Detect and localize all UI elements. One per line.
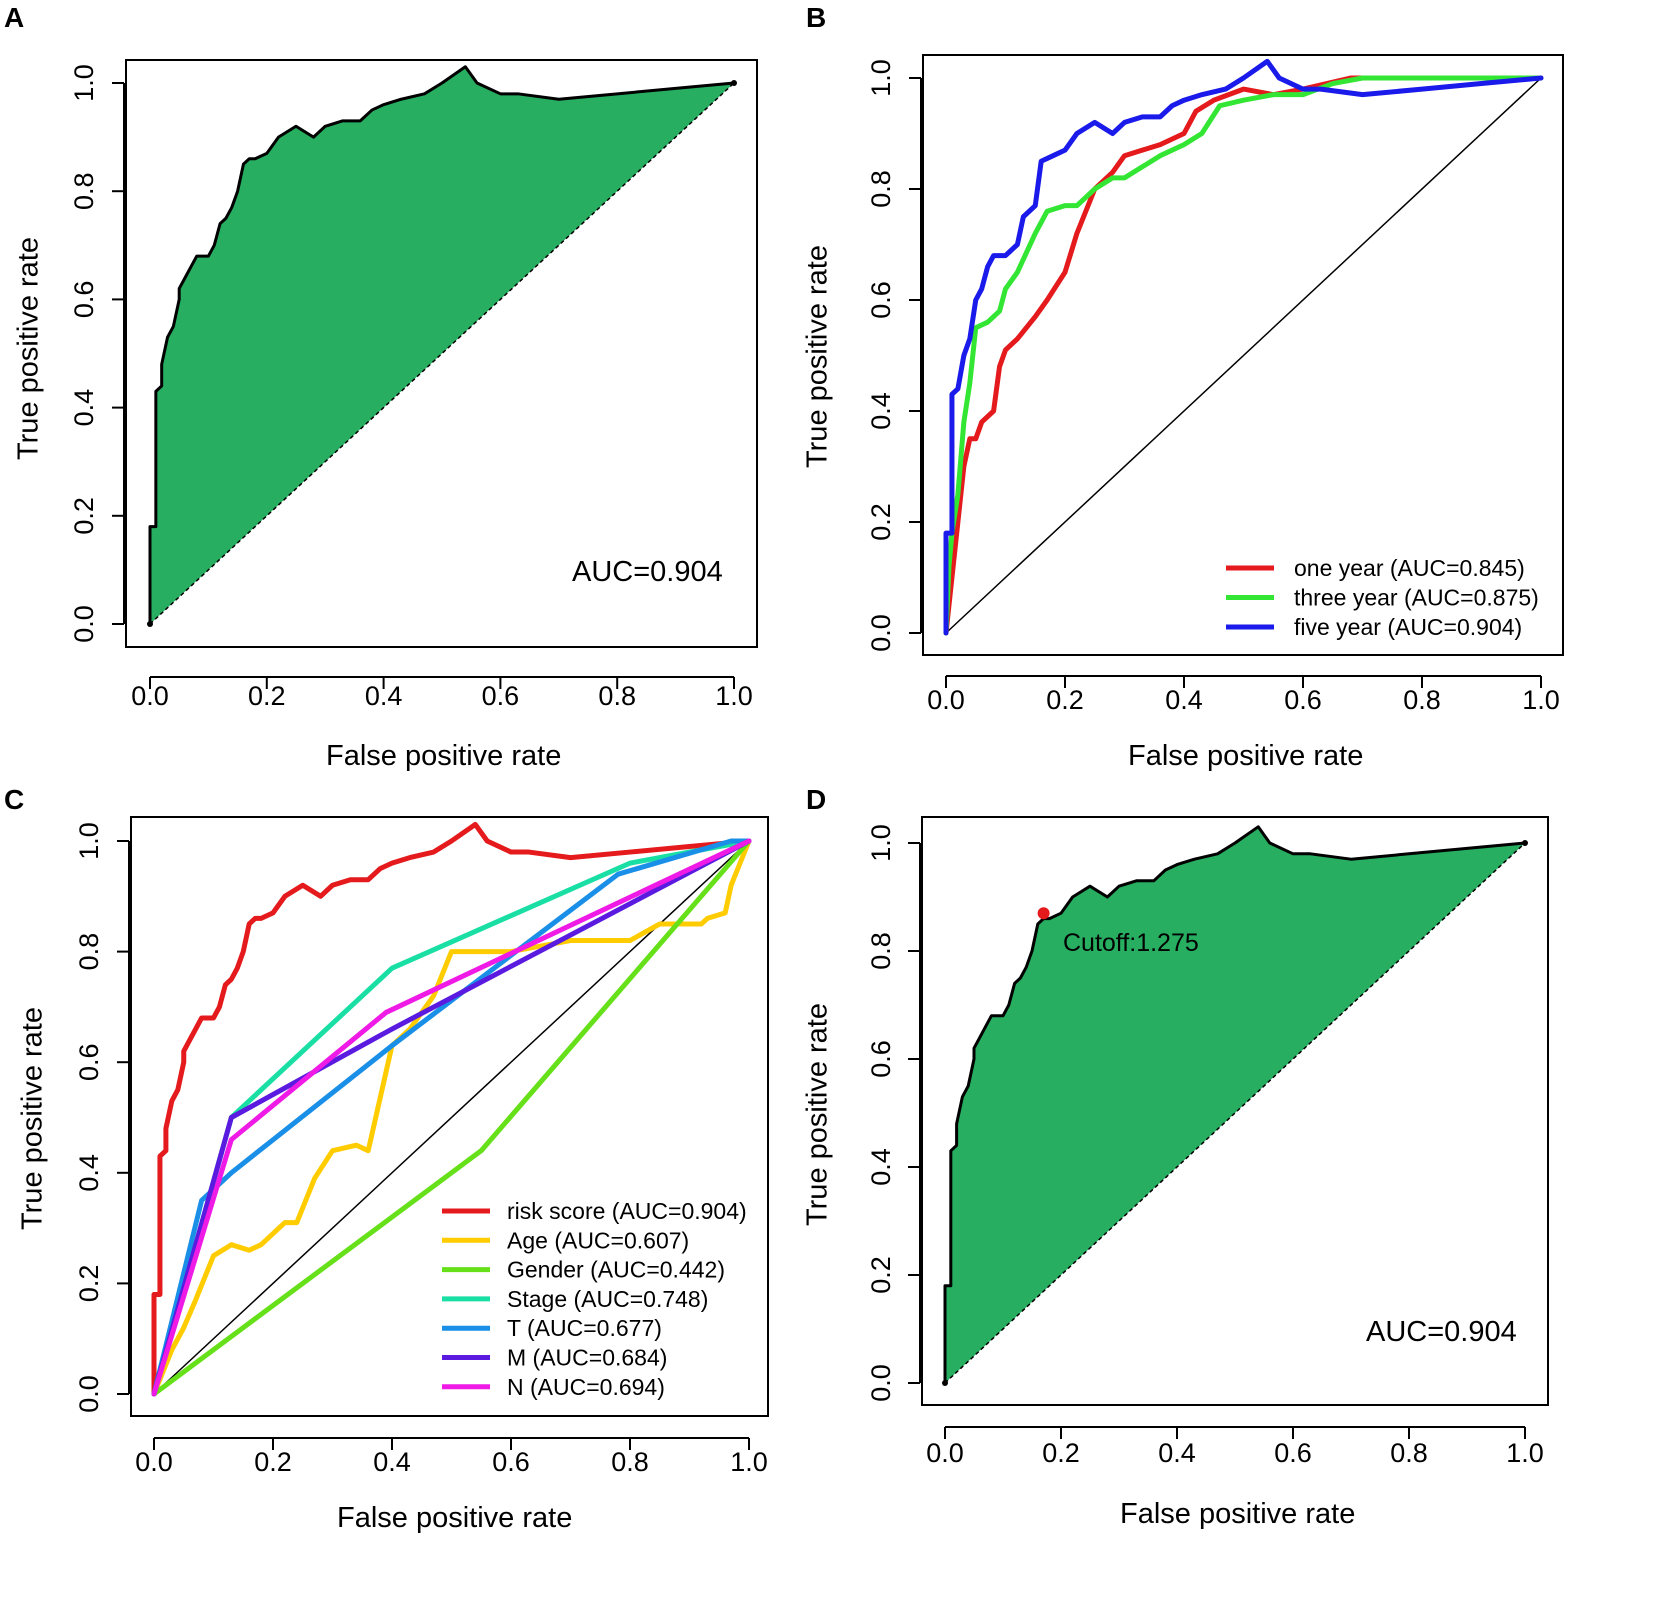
panel-c-legend-label-6: N (AUC=0.694) bbox=[507, 1374, 665, 1400]
panel-c-legend-label-1: Age (AUC=0.607) bbox=[507, 1227, 689, 1253]
panel-d-y-tick-label-4: 0.8 bbox=[866, 932, 896, 970]
panel-b-x-tick-label-0: 0.0 bbox=[927, 685, 965, 715]
panel-d-x-tick-label-4: 0.8 bbox=[1390, 1438, 1428, 1468]
panel-c-y-tick-label-3: 0.6 bbox=[74, 1043, 104, 1081]
panel-d-letter: D bbox=[806, 784, 827, 815]
panel-a-y-tick-label-3: 0.6 bbox=[69, 281, 99, 319]
panel-a-xlabel: False positive rate bbox=[326, 740, 562, 772]
panel-d-roc-start-point bbox=[942, 1380, 948, 1386]
panel-c-roc-chart: 0.0 0.2 0.4 0.6 0.8 1.0 0.0 0.2 0.4 0.6 0.8 1.0 risk… bbox=[74, 816, 769, 1477]
panel-d-cutoff-label: Cutoff:1.275 bbox=[1063, 929, 1199, 957]
panel-b-letter: B bbox=[806, 2, 827, 33]
panel-b-y-tick-label-4: 0.8 bbox=[866, 170, 896, 208]
panel-d-diagonal-dashed bbox=[944, 842, 1526, 1384]
panel-a-roc-start-point bbox=[147, 621, 153, 627]
panel-c-series-6-line bbox=[151, 838, 752, 1397]
panel-b-x-tick-label-1: 0.2 bbox=[1046, 685, 1084, 715]
panel-b-y-tick-label-3: 0.6 bbox=[866, 281, 896, 319]
panel-a-x-tick-label-4: 0.8 bbox=[598, 681, 636, 711]
panel-a-x-tick-label-2: 0.4 bbox=[365, 681, 403, 711]
panel-a-y-tick-label-1: 0.2 bbox=[69, 497, 99, 535]
panel-c-x-tick-label-5: 1.0 bbox=[730, 1447, 768, 1477]
panel-c-x-tick-label-3: 0.6 bbox=[492, 1447, 530, 1477]
panel-c-letter: C bbox=[4, 784, 25, 815]
panel-c-legend-label-5: M (AUC=0.684) bbox=[507, 1345, 667, 1371]
panel-b-diagonal bbox=[945, 77, 1542, 634]
panel-c-series-4-line bbox=[151, 838, 752, 1397]
panel-a-x-tick-label-1: 0.2 bbox=[248, 681, 286, 711]
panel-b-series-1-line bbox=[943, 75, 1544, 636]
panel-b-x-tick-label-5: 1.0 bbox=[1522, 685, 1560, 715]
panel-d-xlabel: False positive rate bbox=[1120, 1498, 1356, 1530]
panel-a-y-tick-label-0: 0.0 bbox=[69, 605, 99, 643]
panel-d-auc-area bbox=[945, 826, 1525, 1383]
panel-c-y-tick-label-1: 0.2 bbox=[74, 1265, 104, 1303]
panel-c-legend-label-3: Stage (AUC=0.748) bbox=[507, 1286, 708, 1312]
panel-a-y-tick-label-5: 1.0 bbox=[69, 64, 99, 102]
panel-b-xlabel: False positive rate bbox=[1128, 740, 1364, 772]
panel-a-auc-area bbox=[150, 66, 734, 624]
panel-b-x-tick-label-3: 0.6 bbox=[1284, 685, 1322, 715]
panel-d-y-tick-label-3: 0.6 bbox=[866, 1040, 896, 1078]
panel-b-x-tick-label-4: 0.8 bbox=[1403, 685, 1441, 715]
panel-b-legend-label-1: three year (AUC=0.875) bbox=[1294, 585, 1539, 611]
panel-d-y-tick-label-0: 0.0 bbox=[866, 1364, 896, 1402]
panel-c-x-tick-label-1: 0.2 bbox=[254, 1447, 292, 1477]
panel-d-x-tick-label-1: 0.2 bbox=[1042, 1438, 1080, 1468]
panel-c-xlabel: False positive rate bbox=[337, 1502, 573, 1534]
panel-a-auc-annotation: AUC=0.904 bbox=[572, 556, 723, 588]
panel-c-y-tick-label-4: 0.8 bbox=[74, 933, 104, 971]
panel-a-plot-frame bbox=[125, 59, 758, 648]
panel-c-x-tick-label-2: 0.4 bbox=[373, 1447, 411, 1477]
panel-d-y-tick-label-1: 0.2 bbox=[866, 1256, 896, 1294]
panel-c-x-tick-label-0: 0.0 bbox=[135, 1447, 173, 1477]
panel-a-x-tick-label-5: 1.0 bbox=[715, 681, 753, 711]
panel-d-y-tick-label-5: 1.0 bbox=[866, 824, 896, 862]
panel-c-legend-label-2: Gender (AUC=0.442) bbox=[507, 1257, 725, 1283]
panel-b-y-tick-label-5: 1.0 bbox=[866, 59, 896, 97]
panel-d-plot-frame bbox=[921, 816, 1549, 1406]
panel-c-series-2-line bbox=[151, 838, 752, 1397]
panel-b-y-tick-label-1: 0.2 bbox=[866, 503, 896, 541]
panel-a-x-tick-label-3: 0.6 bbox=[482, 681, 520, 711]
panel-d-cutoff-point bbox=[1037, 907, 1050, 920]
panel-b-series-0-line bbox=[943, 75, 1544, 636]
panel-d-x-tick-label-2: 0.4 bbox=[1158, 1438, 1196, 1468]
panel-a-x-tick-label-0: 0.0 bbox=[131, 681, 169, 711]
panel-c-series-0-line bbox=[151, 821, 752, 1397]
panel-c-y-tick-label-0: 0.0 bbox=[74, 1375, 104, 1413]
panel-a-y-tick-label-4: 0.8 bbox=[69, 172, 99, 210]
panel-a-roc-end-point bbox=[731, 80, 737, 86]
panel-d-x-tick-label-3: 0.6 bbox=[1274, 1438, 1312, 1468]
panel-c-y-tick-label-5: 1.0 bbox=[74, 822, 104, 860]
panel-c-series-1-line bbox=[151, 838, 752, 1397]
panel-c-legend-label-4: T (AUC=0.677) bbox=[507, 1315, 662, 1341]
panel-b-y-tick-label-0: 0.0 bbox=[866, 614, 896, 652]
panel-b-y-tick-label-2: 0.4 bbox=[866, 392, 896, 430]
panel-b-roc-chart: 0.0 0.2 0.4 0.6 0.8 1.0 0.0 0.2 0.4 0.6 0.8 1.0 one … bbox=[866, 54, 1564, 715]
panel-c-diagonal bbox=[153, 840, 750, 1395]
panel-a-roc-curve bbox=[148, 65, 735, 624]
panel-a-letter: A bbox=[4, 2, 25, 33]
panel-c-y-tick-label-2: 0.4 bbox=[74, 1154, 104, 1192]
panel-d-x-tick-label-5: 1.0 bbox=[1506, 1438, 1544, 1468]
panel-c-legend-label-0: risk score (AUC=0.904) bbox=[507, 1198, 747, 1224]
panel-d-auc-annotation: AUC=0.904 bbox=[1366, 1316, 1517, 1348]
panel-b-x-tick-label-2: 0.4 bbox=[1165, 685, 1203, 715]
panel-c-x-tick-label-4: 0.8 bbox=[611, 1447, 649, 1477]
panel-c-plot-frame bbox=[130, 816, 769, 1417]
panel-d-x-tick-label-0: 0.0 bbox=[926, 1438, 964, 1468]
panel-d-y-tick-label-2: 0.4 bbox=[866, 1148, 896, 1186]
panel-a-roc-chart: AUC=0.904 0.0 0.2 0.4 0.6 0.8 1.0 0.0 0.2 0.4 0.6 0… bbox=[69, 59, 758, 711]
panel-b-series-2-line bbox=[943, 58, 1544, 636]
panel-b-legend-label-2: five year (AUC=0.904) bbox=[1294, 614, 1522, 640]
panel-a-y-tick-label-2: 0.4 bbox=[69, 389, 99, 427]
panel-b-plot-frame bbox=[922, 54, 1564, 656]
panel-b-legend-label-0: one year (AUC=0.845) bbox=[1294, 555, 1525, 581]
panel-d-roc-end-point bbox=[1522, 840, 1528, 846]
